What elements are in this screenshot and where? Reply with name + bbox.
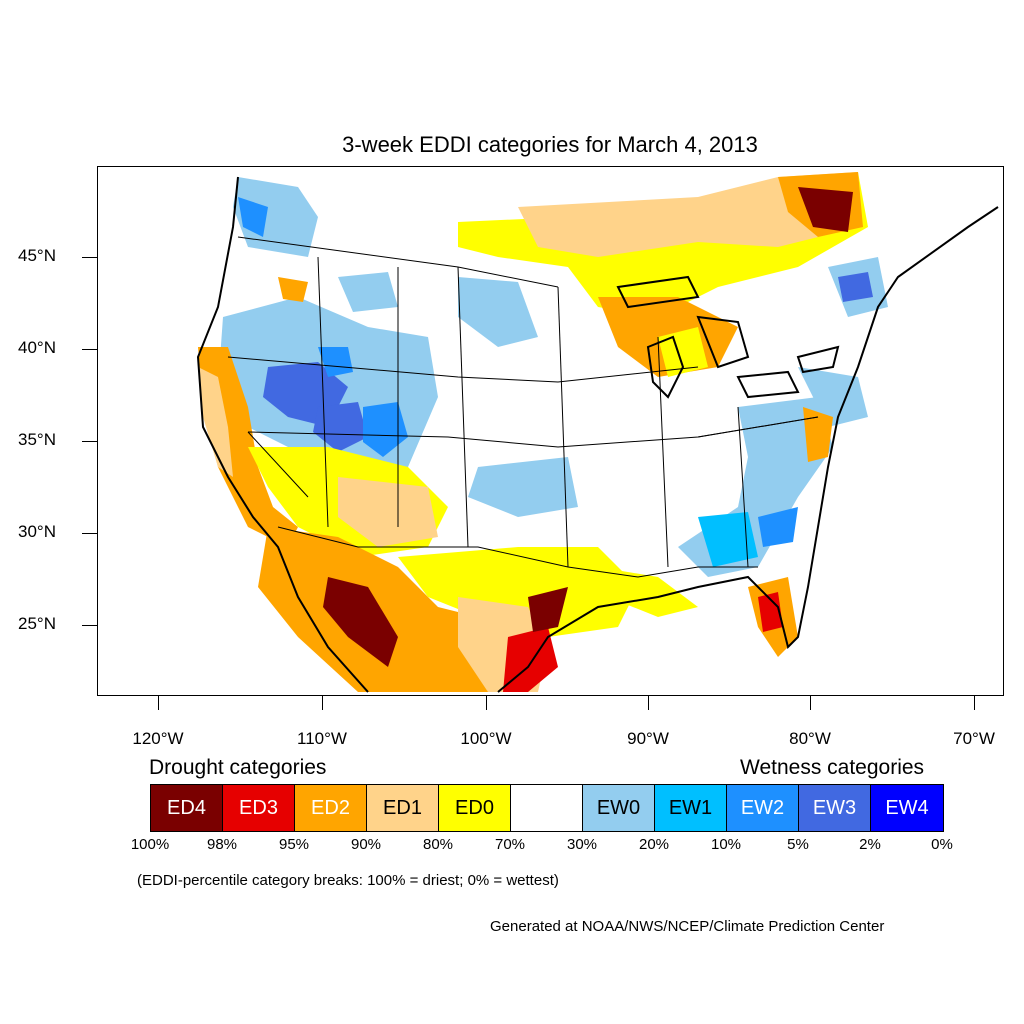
percent-break-label: 30% <box>566 836 598 853</box>
boundaries <box>227 236 819 578</box>
percent-break-label: 90% <box>350 836 382 853</box>
lon-tick <box>648 696 649 710</box>
category-note: (EDDI-percentile category breaks: 100% =… <box>137 872 559 889</box>
percent-break-label: 10% <box>710 836 742 853</box>
percent-break-label: 95% <box>278 836 310 853</box>
map-title: 3-week EDDI categories for March 4, 2013 <box>342 132 758 157</box>
lon-label: 120°W <box>132 729 184 748</box>
legend-box-ed4: ED4 <box>151 785 223 831</box>
percent-break-label: 0% <box>931 836 953 853</box>
legend-box-ew1: EW1 <box>655 785 727 831</box>
lat-label: 45°N <box>18 246 56 265</box>
lon-tick <box>810 696 811 710</box>
lon-tick <box>322 696 323 710</box>
percent-break-label: 98% <box>206 836 238 853</box>
wetness-areas <box>218 177 888 577</box>
drought-heading: Drought categories <box>149 756 327 779</box>
percent-break-label: 20% <box>638 836 670 853</box>
legend-box-ed3: ED3 <box>223 785 295 831</box>
lat-label: 40°N <box>18 338 56 357</box>
lat-label: 30°N <box>18 522 56 541</box>
legend-box-ed1: ED1 <box>367 785 439 831</box>
eddi-map-canvas <box>196 172 999 693</box>
percent-break-label: 2% <box>859 836 881 853</box>
legend-box-ew0: EW0 <box>583 785 655 831</box>
lat-tick <box>82 441 97 442</box>
legend-box-ed2: ED2 <box>295 785 367 831</box>
coastlines <box>196 176 999 693</box>
lon-tick <box>158 696 159 710</box>
lon-tick <box>974 696 975 710</box>
legend-box-ew3: EW3 <box>799 785 871 831</box>
lon-label: 70°W <box>953 729 995 748</box>
wetness-heading: Wetness categories <box>740 756 925 779</box>
legend-box-neutral <box>511 785 583 831</box>
lat-tick <box>82 349 97 350</box>
lat-tick <box>82 257 97 258</box>
percent-break-label: 80% <box>422 836 454 853</box>
credit-line: Generated at NOAA/NWS/NCEP/Climate Predi… <box>490 918 885 935</box>
lat-label: 35°N <box>18 430 56 449</box>
lon-label: 100°W <box>460 729 512 748</box>
lon-tick <box>486 696 487 710</box>
category-legend: ED4 ED3 ED2 ED1 ED0 EW0 EW1 EW2 EW3 EW4 <box>150 784 944 832</box>
lon-label: 110°W <box>297 729 347 748</box>
eddi-map <box>97 166 1004 696</box>
legend-box-ew4: EW4 <box>871 785 943 831</box>
legend-box-ew2: EW2 <box>727 785 799 831</box>
legend-box-ed0: ED0 <box>439 785 511 831</box>
lat-tick <box>82 533 97 534</box>
percent-break-label: 70% <box>494 836 526 853</box>
lon-label: 80°W <box>789 729 831 748</box>
lon-label: 90°W <box>627 729 669 748</box>
lat-tick <box>82 625 97 626</box>
lat-label: 25°N <box>18 614 56 633</box>
percent-break-label: 5% <box>787 836 809 853</box>
percent-break-label: 100% <box>130 836 170 853</box>
